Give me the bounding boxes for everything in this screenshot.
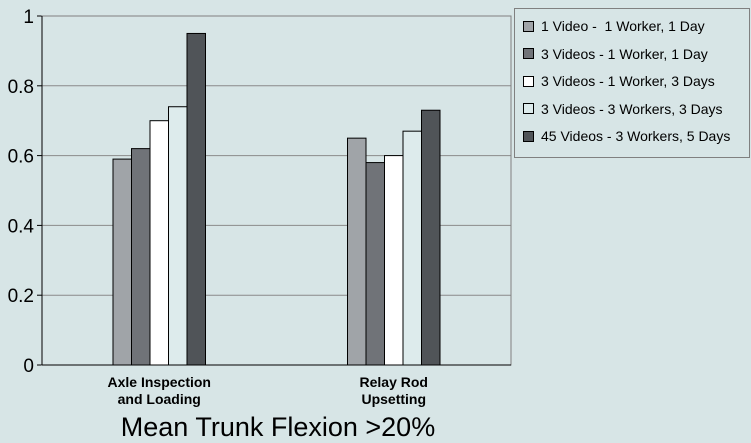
bar: [421, 109, 441, 366]
legend-swatch: [523, 48, 534, 59]
legend-item: 45 Videos - 3 Workers, 5 Days: [523, 127, 730, 145]
x-category-label: Upsetting: [361, 391, 426, 407]
bar: [384, 155, 404, 366]
legend-swatch: [523, 20, 534, 32]
legend-item: 3 Videos - 1 Worker, 1 Day: [523, 45, 708, 63]
legend-swatch: [523, 130, 534, 142]
x-category-label: Axle Inspection: [108, 374, 211, 390]
bar: [168, 106, 188, 366]
y-tick-label: 1: [23, 7, 34, 28]
legend-label: 45 Videos - 3 Workers, 5 Days: [541, 128, 731, 144]
bar: [149, 120, 169, 366]
x-category-label: and Loading: [118, 391, 201, 407]
y-tick-label: 0.4: [8, 216, 35, 237]
legend-swatch: [523, 103, 534, 114]
legend-swatch: [523, 75, 534, 87]
legend-item: 3 Videos - 1 Worker, 3 Days: [523, 72, 715, 90]
bar: [402, 130, 422, 366]
x-category-label: Relay Rod: [360, 374, 428, 390]
bar: [131, 148, 151, 366]
bar: [365, 162, 385, 366]
legend-item: 3 Videos - 3 Workers, 3 Days: [523, 100, 723, 118]
legend-item: 1 Video - 1 Worker, 1 Day: [523, 17, 705, 35]
bar: [112, 158, 132, 366]
legend-label: 1 Video - 1 Worker, 1 Day: [541, 18, 705, 34]
y-tick-label: 0.8: [8, 77, 34, 98]
legend-label: 3 Videos - 1 Worker, 3 Days: [541, 73, 715, 89]
y-tick-label: 0.6: [8, 147, 34, 168]
legend: 1 Video - 1 Worker, 1 Day 3 Videos - 1 Wo…: [514, 8, 750, 158]
chart-title: Mean Trunk Flexion >20%: [120, 412, 436, 442]
y-tick-label: 0.2: [8, 286, 34, 307]
bar: [347, 137, 367, 366]
y-tick-label: 0: [23, 356, 34, 377]
plot-background: [42, 16, 511, 365]
bar: [186, 32, 206, 366]
legend-label: 3 Videos - 1 Worker, 1 Day: [541, 45, 708, 62]
legend-label: 3 Videos - 3 Workers, 3 Days: [541, 100, 723, 117]
